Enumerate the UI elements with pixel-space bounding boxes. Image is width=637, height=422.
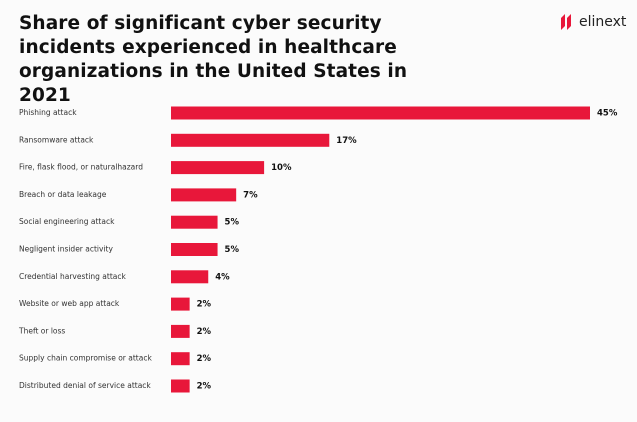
category-label: Ransomware attack <box>19 135 94 144</box>
category-label: Negligent insider activity <box>19 245 113 254</box>
bar <box>171 352 190 366</box>
value-label: 5% <box>225 245 240 255</box>
category-label: Website or web app attack <box>19 299 120 308</box>
value-label: 45% <box>597 109 618 119</box>
value-label: 2% <box>197 327 212 337</box>
category-label: Supply chain compromise or attack <box>19 354 152 363</box>
bar <box>171 297 190 311</box>
category-label: Social engineering attack <box>19 217 115 226</box>
bar <box>171 243 218 256</box>
chart-title: Share of significant cyber security inci… <box>19 13 408 106</box>
category-label: Fire, flask flood, or naturalhazard <box>19 163 143 172</box>
bar <box>171 106 590 120</box>
category-label: Breach or data leakage <box>19 190 107 199</box>
bar <box>171 324 190 338</box>
bar <box>171 133 330 147</box>
logo-icon <box>561 14 571 30</box>
category-label: Credential harvesting attack <box>19 272 126 281</box>
logo: elinext <box>560 11 626 33</box>
category-label: Distributed denial of service attack <box>19 381 151 390</box>
bar <box>171 161 265 175</box>
bar <box>171 379 190 393</box>
value-label: 2% <box>197 382 212 392</box>
value-label: 7% <box>243 190 258 200</box>
value-label: 2% <box>197 354 212 364</box>
value-label: 4% <box>215 272 230 282</box>
value-label: 2% <box>197 300 212 310</box>
bar <box>171 215 218 229</box>
category-label: Theft or loss <box>18 326 65 335</box>
bar <box>171 188 237 202</box>
value-label: 10% <box>271 163 292 173</box>
logo-text: elinext <box>579 14 627 30</box>
value-label: 17% <box>336 136 357 146</box>
bar <box>171 270 209 284</box>
value-label: 5% <box>225 218 240 228</box>
category-label: Phishing attack <box>19 108 77 117</box>
